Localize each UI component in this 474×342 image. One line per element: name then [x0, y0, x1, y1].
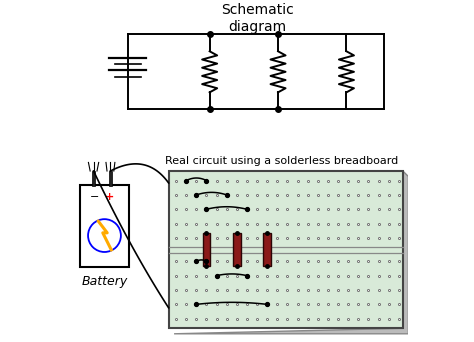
Text: Battery: Battery [82, 275, 128, 288]
Bar [80, 185, 129, 267]
Polygon shape [174, 171, 408, 334]
Bar [233, 233, 241, 266]
Bar [92, 171, 95, 186]
Text: −: − [90, 192, 99, 202]
Bar [264, 233, 271, 266]
Text: +: + [105, 192, 114, 202]
Bar [169, 171, 403, 328]
Bar [203, 233, 210, 266]
Text: Schematic
diagram: Schematic diagram [221, 3, 294, 34]
Bar [109, 171, 112, 186]
Text: Real circuit using a solderless breadboard: Real circuit using a solderless breadboa… [165, 156, 398, 166]
